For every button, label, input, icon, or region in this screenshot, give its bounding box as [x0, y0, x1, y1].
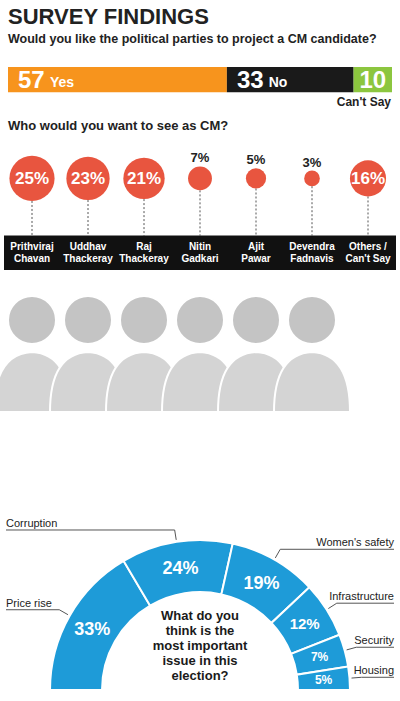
svg-text:Infrastructure: Infrastructure [329, 590, 394, 602]
svg-text:23%: 23% [71, 169, 105, 188]
svg-text:most important: most important [153, 638, 248, 653]
svg-text:12%: 12% [290, 615, 320, 632]
svg-text:Women's safety: Women's safety [316, 536, 394, 548]
svg-text:Housing: Housing [354, 664, 394, 676]
svg-text:Can't Say: Can't Say [345, 253, 391, 264]
svg-text:33%: 33% [74, 619, 110, 639]
svg-text:think is the: think is the [166, 623, 235, 638]
svg-text:Devendra: Devendra [289, 241, 335, 252]
svg-text:33: 33 [237, 66, 264, 93]
svg-text:21%: 21% [127, 169, 161, 188]
svg-text:7%: 7% [311, 650, 329, 664]
svg-text:Pawar: Pawar [241, 253, 271, 264]
svg-text:25%: 25% [15, 169, 49, 188]
svg-text:Gadkari: Gadkari [181, 253, 218, 264]
svg-text:election?: election? [171, 668, 228, 683]
svg-text:7%: 7% [191, 150, 210, 165]
svg-text:Fadnavis: Fadnavis [290, 253, 334, 264]
svg-text:issue in this: issue in this [162, 653, 237, 668]
svg-text:Raj: Raj [136, 241, 152, 252]
svg-text:Price rise: Price rise [6, 597, 52, 609]
html-text:SURVEY FINDINGS: SURVEY FINDINGS [8, 4, 209, 29]
svg-text:10: 10 [359, 66, 386, 93]
svg-text:Corruption: Corruption [6, 517, 57, 529]
svg-text:Chavan: Chavan [14, 253, 50, 264]
svg-text:Others /: Others / [349, 241, 387, 252]
svg-text:5%: 5% [315, 673, 333, 687]
svg-text:Uddhav: Uddhav [70, 241, 107, 252]
svg-text:Can't Say: Can't Say [337, 95, 392, 109]
svg-text:Yes: Yes [50, 74, 74, 90]
html-text:Would you like the political p: Would you like the political parties to … [8, 32, 377, 46]
svg-text:3%: 3% [303, 155, 322, 170]
svg-text:Security: Security [354, 634, 394, 646]
svg-text:16%: 16% [351, 169, 385, 188]
svg-text:19%: 19% [243, 573, 279, 593]
svg-text:Prithviraj: Prithviraj [10, 241, 54, 252]
svg-text:No: No [269, 74, 288, 90]
svg-text:57: 57 [18, 66, 45, 93]
html-text:Who would you want to see as C: Who would you want to see as CM? [8, 118, 229, 133]
svg-text:Thackeray: Thackeray [119, 253, 169, 264]
svg-text:What do you: What do you [161, 608, 239, 623]
svg-text:5%: 5% [247, 152, 266, 167]
svg-text:Ajit: Ajit [248, 241, 265, 252]
svg-text:24%: 24% [163, 558, 199, 578]
svg-text:Nitin: Nitin [189, 241, 211, 252]
svg-text:Thackeray: Thackeray [63, 253, 113, 264]
